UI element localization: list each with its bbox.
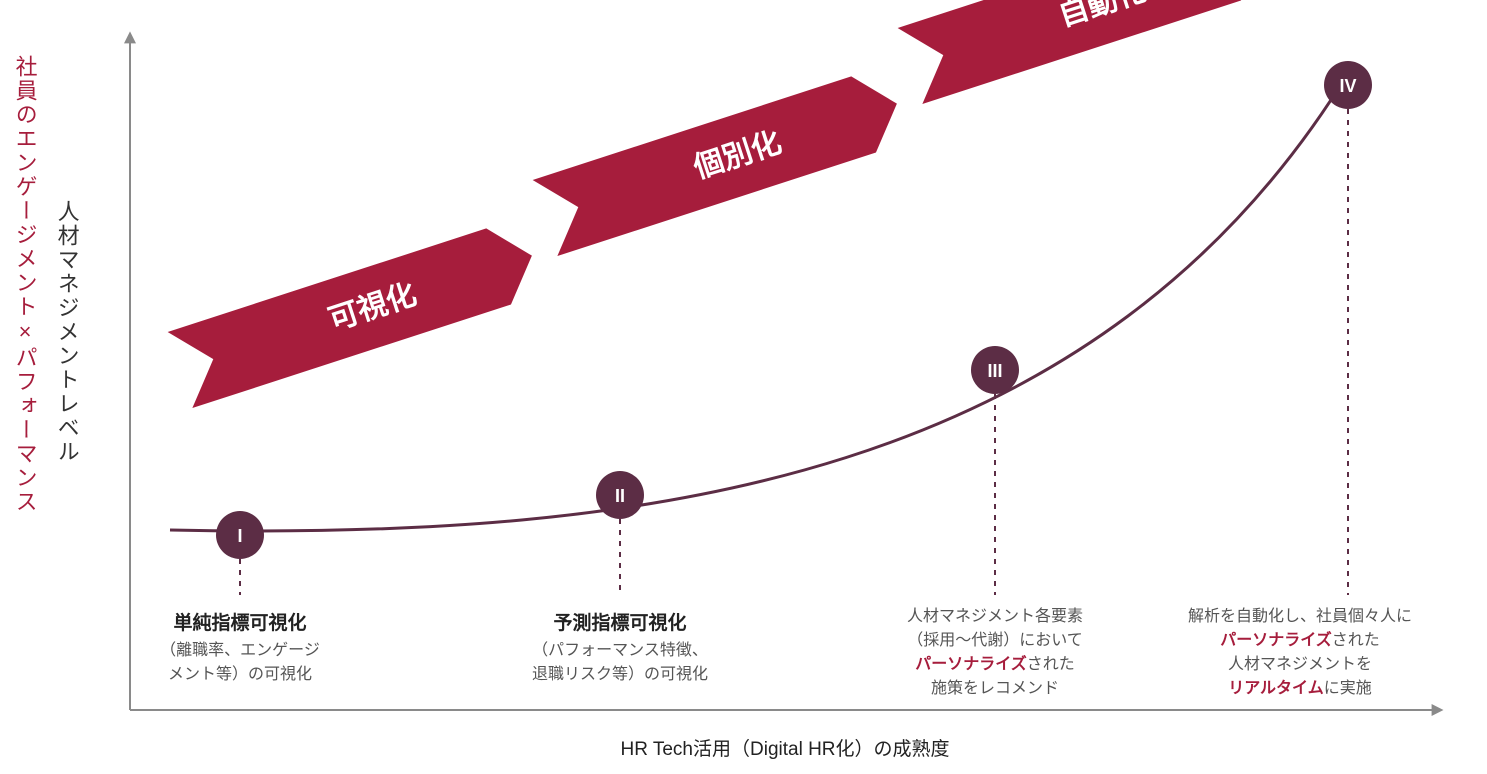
- stage-1-label: 単純指標可視化（離職率、エンゲージメント等）の可視化: [110, 610, 370, 687]
- diagram-svg: HR Tech活用（Digital HR化）の成熟度社員のエンゲージメント×パフ…: [0, 0, 1487, 774]
- stage-4-line-1: パーソナライズされた: [1130, 629, 1470, 653]
- y-axis-label-inner: 人材マネジメントレベル: [52, 200, 81, 464]
- stage-4-line-0: 解析を自動化し、社員個々人に: [1130, 605, 1470, 629]
- node-3-label: III: [987, 361, 1002, 381]
- stage-3-line-1: （採用～代謝）において: [835, 629, 1155, 653]
- node-1-label: I: [237, 526, 242, 546]
- stage-3-label: 人材マネジメント各要素（採用～代謝）においてパーソナライズされた施策をレコメンド: [835, 605, 1155, 701]
- chevron-2: 個別化: [533, 66, 910, 256]
- stage-3-line-2: パーソナライズされた: [835, 653, 1155, 677]
- stage-4-line-3: リアルタイムに実施: [1130, 677, 1470, 701]
- chevron-banner: 可視化個別化自動化: [168, 0, 1275, 408]
- stage-3-line-0: 人材マネジメント各要素: [835, 605, 1155, 629]
- y-axis-label-outer: 社員のエンゲージメント×パフォーマンス: [10, 55, 39, 514]
- chevron-1: 可視化: [168, 218, 545, 408]
- stage-2-sub-0: （パフォーマンス特徴、: [470, 639, 770, 663]
- diagram-viewport: HR Tech活用（Digital HR化）の成熟度社員のエンゲージメント×パフ…: [0, 0, 1487, 774]
- stage-1-title: 単純指標可視化: [110, 610, 370, 639]
- node-4-label: IV: [1339, 76, 1356, 96]
- stage-1-sub-0: （離職率、エンゲージ: [110, 639, 370, 663]
- stage-4-line-2: 人材マネジメントを: [1130, 653, 1470, 677]
- chevron-3: 自動化: [898, 0, 1275, 104]
- stage-2-label: 予測指標可視化（パフォーマンス特徴、退職リスク等）の可視化: [470, 610, 770, 687]
- stage-2-sub-1: 退職リスク等）の可視化: [470, 663, 770, 687]
- stage-4-label: 解析を自動化し、社員個々人にパーソナライズされた人材マネジメントをリアルタイムに…: [1130, 605, 1470, 701]
- node-2-label: II: [615, 486, 625, 506]
- stage-1-sub-1: メント等）の可視化: [110, 663, 370, 687]
- stage-2-title: 予測指標可視化: [470, 610, 770, 639]
- stage-3-line-3: 施策をレコメンド: [835, 677, 1155, 701]
